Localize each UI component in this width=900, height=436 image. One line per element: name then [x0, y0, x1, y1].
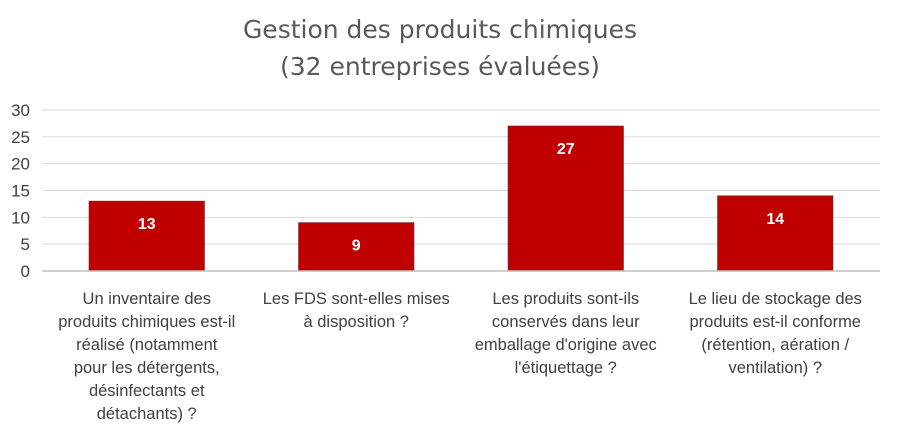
y-tick-label: 5	[21, 235, 30, 254]
bar	[717, 195, 834, 272]
chart-title-line-1: Gestion des produits chimiques	[243, 15, 637, 44]
category-label: ventilation) ?	[728, 359, 822, 377]
y-tick-label: 30	[11, 101, 30, 120]
y-tick-label: 20	[11, 155, 30, 174]
category-label: à disposition ?	[304, 313, 410, 331]
chart-title-line-2: (32 entreprises évaluées)	[280, 52, 600, 81]
category-label: (rétention, aération /	[701, 336, 849, 354]
category-label: pour les détergents,	[74, 359, 220, 377]
y-tick-label: 0	[21, 262, 30, 281]
data-labels: 13 9 27 14	[138, 141, 784, 255]
category-label: produits chimiques est-il	[58, 313, 235, 331]
data-label: 14	[766, 211, 784, 228]
category-label: désinfectants et	[89, 382, 205, 400]
category-label: conservés dans leur	[492, 313, 640, 331]
data-label: 27	[557, 141, 575, 158]
category-label: l'étiquettage ?	[515, 359, 617, 377]
y-tick-label: 25	[11, 128, 30, 147]
category-label: Les FDS sont-elles mises	[263, 290, 450, 308]
y-axis: 0 5 10 15 20 25 30	[11, 101, 30, 281]
bar	[507, 125, 624, 272]
bar	[88, 200, 205, 272]
category-label: emballage d'origine avec	[475, 336, 657, 354]
category-label: Le lieu de stockage des	[689, 290, 862, 308]
bars	[88, 125, 834, 272]
category-label: détachants) ?	[97, 405, 197, 423]
data-label: 9	[352, 238, 361, 255]
data-label: 13	[138, 216, 156, 233]
category-label: Un inventaire des	[83, 290, 211, 308]
x-axis: Un inventaire des produits chimiques est-…	[42, 270, 880, 423]
category-label: produits est-il conforme	[690, 313, 862, 331]
y-tick-label: 10	[11, 208, 30, 227]
category-label: réalisé (notamment	[76, 336, 218, 354]
category-label: Les produits sont-ils	[492, 290, 639, 308]
y-tick-label: 15	[11, 182, 30, 201]
